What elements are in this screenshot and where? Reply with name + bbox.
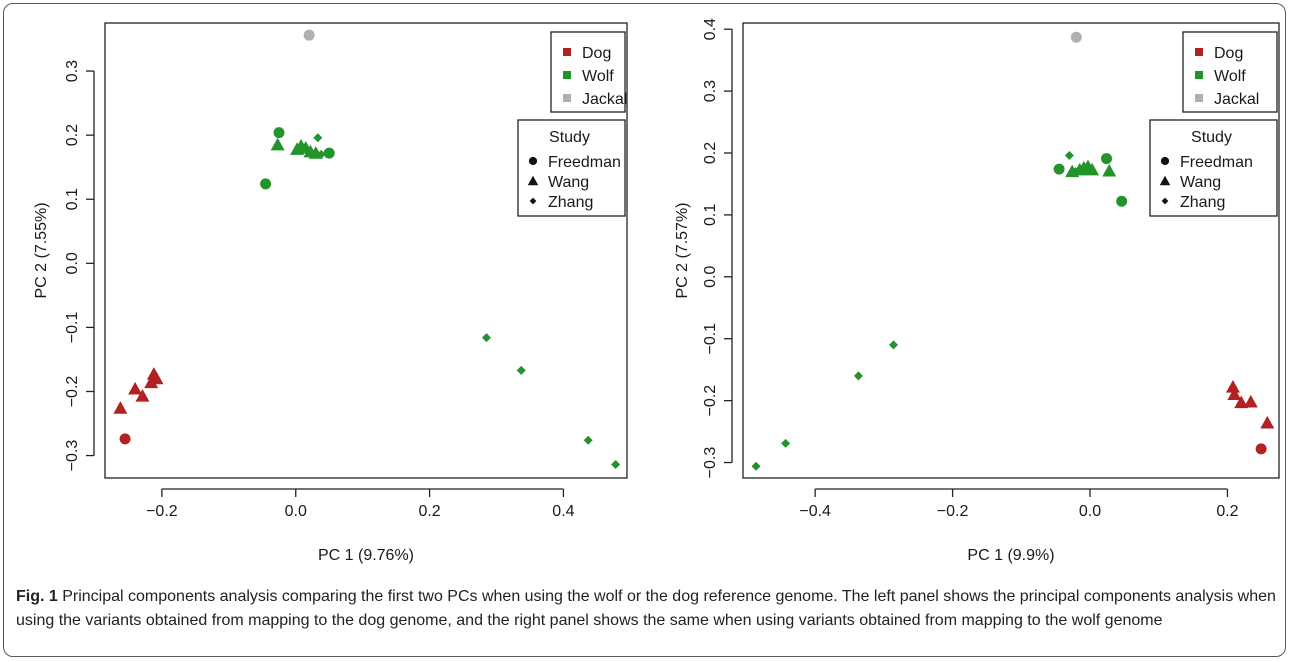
left-x-tick-label: −0.2	[146, 503, 178, 520]
right-legend-shape-triangle	[1159, 175, 1171, 186]
left-point-wolf-circle	[260, 178, 272, 190]
left-legend-label-jackal: Jackal	[582, 91, 627, 108]
right-legend-study-box	[1149, 119, 1278, 217]
right-legend-study-freedman: Freedman	[1180, 154, 1253, 171]
right-point-wolf-diamond	[888, 340, 898, 350]
right-point-wolf-diamond	[781, 438, 791, 448]
left-y-tick-label: −0.3	[64, 440, 81, 472]
left-legend-swatch-wolf	[563, 71, 571, 79]
right-point-dog-triangle	[1225, 380, 1240, 393]
right-point-wolf-triangle	[1102, 163, 1117, 177]
left-y-tick-label: −0.1	[64, 312, 81, 344]
right-legend-label-jackal: Jackal	[1214, 91, 1259, 108]
right-point-dog-triangle	[1260, 415, 1275, 429]
charts-area: −0.2 0.0 0.2 0.4 −0.3 −0.2 −0.1 0.0 0.1 0.2 0.3 PC …	[33, 18, 1280, 564]
right-legend-swatch-dog	[1195, 48, 1203, 56]
right-point-wolf-circle	[1116, 195, 1128, 207]
left-point-wolf-diamond	[611, 460, 621, 470]
figure-frame: −0.2 0.0 0.2 0.4 −0.3 −0.2 −0.1 0.0 0.1 0.2 0.3 PC …	[3, 3, 1286, 657]
caption-label: Fig. 1	[16, 588, 58, 605]
left-point-wolf-diamond	[583, 435, 593, 445]
right-point-wolf-diamond	[853, 371, 863, 381]
right-legend-label-dog: Dog	[1214, 45, 1243, 62]
left-legend-study-title: Study	[549, 129, 590, 146]
right-y-tick-label: −0.2	[702, 385, 719, 417]
right-x-tick-label: 0.0	[1079, 503, 1101, 520]
right-point-wolf-circle	[1101, 153, 1113, 165]
left-point-dog-triangle	[128, 381, 143, 395]
left-plot-box	[104, 22, 628, 479]
left-point-wolf-triangle	[270, 137, 285, 151]
right-point-wolf-triangle	[1085, 162, 1100, 176]
right-x-axis-label: PC 1 (9.9%)	[967, 547, 1054, 564]
right-y-tick-label: 0.2	[702, 142, 719, 164]
right-legend-study-wang: Wang	[1180, 174, 1221, 191]
right-legend-swatch-wolf	[1195, 71, 1203, 79]
left-legend-study-zhang: Zhang	[548, 194, 593, 211]
left-legend-label-dog: Dog	[582, 45, 611, 62]
left-point-jackal-circle	[303, 29, 315, 41]
left-legend-shape-circle	[528, 156, 538, 166]
right-point-jackal-circle	[1070, 31, 1082, 43]
right-point-dog-circle	[1255, 443, 1267, 455]
right-x-tick-label: 0.2	[1216, 503, 1238, 520]
left-y-tick-label: 0.2	[64, 124, 81, 146]
right-y-tick-label: −0.3	[702, 447, 719, 479]
left-x-tick-label: 0.4	[552, 503, 574, 520]
left-x-tick-label: 0.0	[285, 503, 307, 520]
right-legend-label-wolf: Wolf	[1214, 68, 1246, 85]
right-point-wolf-diamond	[1064, 150, 1074, 160]
left-point-wolf-circle	[273, 127, 285, 139]
right-legend-study-zhang: Zhang	[1180, 194, 1225, 211]
left-legend-study-wang: Wang	[548, 174, 589, 191]
chart-panel-left: −0.2 0.0 0.2 0.4 −0.3 −0.2 −0.1 0.0 0.1 0.2 0.3 PC …	[33, 22, 628, 564]
left-legend-study-freedman: Freedman	[548, 154, 621, 171]
left-point-dog-triangle	[149, 371, 164, 385]
right-legend-shape-diamond	[1161, 197, 1169, 205]
left-legend-label-wolf: Wolf	[582, 68, 614, 85]
right-legend-study-title: Study	[1191, 129, 1232, 146]
left-x-tick-label: 0.2	[418, 503, 440, 520]
right-y-tick-label: 0.3	[702, 80, 719, 102]
right-y-tick-label: 0.4	[702, 18, 719, 40]
left-point-wolf-diamond	[481, 333, 491, 343]
left-point-wolf-diamond	[316, 149, 326, 159]
caption-text: Principal components analysis comparing …	[16, 588, 1276, 629]
right-x-tick-label: −0.4	[799, 503, 831, 520]
chart-panel-right: −0.4 −0.2 0.0 0.2 −0.3 −0.2 −0.1 0.0 0.1 0.2 0.3 0.…	[674, 18, 1280, 564]
left-y-axis-label: PC 2 (7.55%)	[33, 202, 50, 298]
left-y-tick-label: −0.2	[64, 376, 81, 408]
right-point-dog-triangle	[1234, 395, 1249, 409]
left-x-axis-label: PC 1 (9.76%)	[318, 547, 414, 564]
left-legend-shape-diamond	[529, 197, 537, 205]
right-x-tick-label: −0.2	[937, 503, 969, 520]
left-legend-study-box	[517, 119, 626, 217]
right-point-wolf-diamond	[1071, 167, 1081, 177]
right-point-wolf-diamond	[751, 461, 761, 471]
left-point-wolf-diamond	[516, 365, 526, 375]
right-y-tick-label: 0.0	[702, 266, 719, 288]
left-point-wolf-diamond	[313, 133, 323, 143]
right-y-tick-label: −0.1	[702, 323, 719, 355]
left-y-tick-label: 0.0	[64, 252, 81, 274]
left-y-tick-label: 0.3	[64, 60, 81, 82]
left-legend-swatch-dog	[563, 48, 571, 56]
right-plot-box	[742, 22, 1280, 479]
left-point-dog-circle	[119, 433, 131, 445]
left-legend-shape-triangle	[527, 175, 539, 186]
right-point-dog-triangle	[1227, 387, 1242, 401]
right-point-dog-triangle	[1243, 394, 1258, 408]
left-point-dog-triangle	[135, 388, 150, 402]
right-legend-swatch-jackal	[1195, 94, 1203, 102]
left-legend-swatch-jackal	[563, 94, 571, 102]
right-legend-shape-circle	[1160, 156, 1170, 166]
right-point-wolf-circle	[1053, 163, 1065, 175]
left-point-dog-triangle	[113, 401, 128, 414]
figure-caption: Fig. 1 Principal components analysis com…	[16, 585, 1281, 632]
left-y-tick-label: 0.1	[64, 188, 81, 210]
right-y-tick-label: 0.1	[702, 204, 719, 226]
left-point-wolf-circle	[323, 147, 335, 159]
right-y-axis-label: PC 2 (7.57%)	[674, 202, 691, 298]
